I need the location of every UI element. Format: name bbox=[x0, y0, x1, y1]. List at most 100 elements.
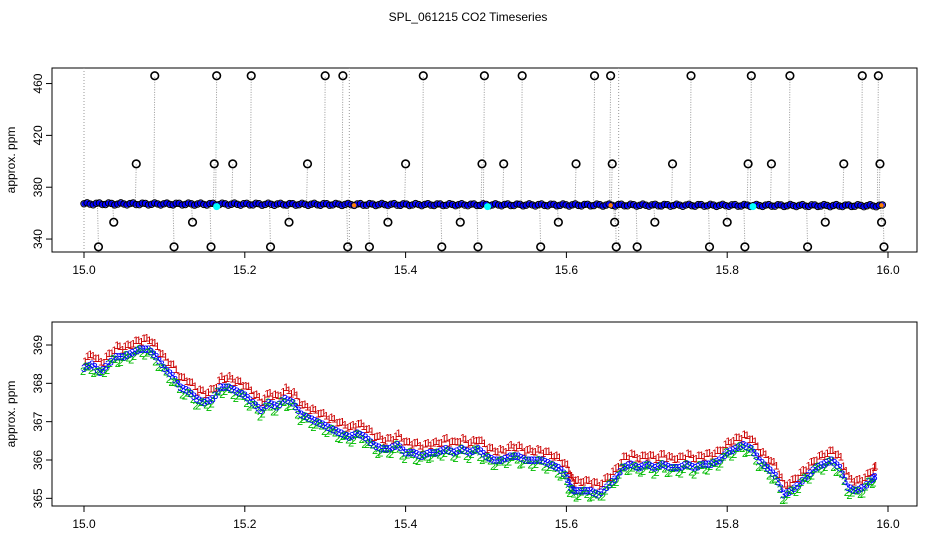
orange-point bbox=[608, 203, 613, 208]
marker-3: 3 bbox=[293, 401, 299, 413]
marker-1: 1 bbox=[465, 439, 471, 451]
marker-1: 1 bbox=[460, 432, 466, 444]
marker-2: 2 bbox=[233, 393, 239, 405]
outlier-spike bbox=[404, 163, 407, 206]
marker-2: 2 bbox=[812, 463, 818, 475]
outlier-point bbox=[477, 159, 487, 169]
marker-2: 2 bbox=[734, 443, 740, 455]
marker-1: 1 bbox=[111, 345, 117, 357]
marker-2: 2 bbox=[474, 445, 480, 457]
marker-1: 1 bbox=[385, 432, 391, 444]
marker-1: 1 bbox=[677, 451, 683, 463]
marker-3: 3 bbox=[590, 487, 596, 499]
marker-3: 3 bbox=[729, 445, 735, 457]
marker-3: 3 bbox=[451, 447, 457, 459]
marker-1: 1 bbox=[462, 434, 468, 446]
marker-1: 1 bbox=[170, 359, 176, 371]
marker-3: 3 bbox=[764, 463, 770, 475]
marker-2: 2 bbox=[115, 358, 121, 370]
marker-3: 3 bbox=[378, 444, 384, 456]
marker-3: 3 bbox=[676, 463, 682, 475]
marker-1: 1 bbox=[374, 431, 380, 443]
x-tick-label: 16.0 bbox=[876, 263, 900, 277]
outlier-spike bbox=[96, 205, 99, 247]
marker-2: 2 bbox=[125, 352, 131, 364]
marker-2: 2 bbox=[91, 368, 97, 380]
marker-3: 3 bbox=[775, 477, 781, 489]
marker-1: 1 bbox=[395, 428, 401, 440]
marker-3: 3 bbox=[778, 483, 784, 495]
marker-2: 2 bbox=[222, 386, 228, 398]
marker-1: 1 bbox=[653, 454, 659, 466]
outlier-spike bbox=[842, 163, 845, 206]
outlier-point bbox=[607, 159, 617, 169]
marker-3: 3 bbox=[113, 352, 119, 364]
marker-1: 1 bbox=[873, 461, 879, 473]
marker-3: 3 bbox=[210, 394, 216, 406]
marker-1: 1 bbox=[871, 462, 877, 474]
marker-1: 1 bbox=[436, 438, 442, 450]
marker-1: 1 bbox=[594, 477, 600, 489]
marker-1: 1 bbox=[685, 448, 691, 460]
outlier-point bbox=[875, 159, 885, 169]
marker-1: 1 bbox=[588, 479, 594, 491]
marker-2: 2 bbox=[450, 452, 456, 464]
marker-3: 3 bbox=[298, 409, 304, 421]
marker-1: 1 bbox=[816, 450, 822, 462]
marker-2: 2 bbox=[195, 400, 201, 412]
marker-2: 2 bbox=[720, 451, 726, 463]
marker-2: 2 bbox=[659, 458, 665, 470]
marker-3: 3 bbox=[523, 455, 529, 467]
marker-2: 2 bbox=[525, 455, 531, 467]
marker-2: 2 bbox=[235, 390, 241, 402]
marker-3: 3 bbox=[502, 454, 508, 466]
marker-1: 1 bbox=[291, 387, 297, 399]
marker-1: 1 bbox=[267, 388, 273, 400]
marker-3: 3 bbox=[183, 385, 189, 397]
y-tick-label: 365 bbox=[31, 488, 45, 508]
marker-1: 1 bbox=[178, 371, 184, 383]
marker-3: 3 bbox=[708, 459, 714, 471]
marker-3: 3 bbox=[207, 395, 213, 407]
marker-1: 1 bbox=[152, 338, 158, 350]
marker-3: 3 bbox=[791, 483, 797, 495]
marker-3: 3 bbox=[759, 458, 765, 470]
marker-1: 1 bbox=[765, 455, 771, 467]
outlier-spike bbox=[860, 75, 863, 206]
marker-2: 2 bbox=[728, 451, 734, 463]
marker-1: 1 bbox=[162, 352, 168, 364]
marker-3: 3 bbox=[311, 415, 317, 427]
marker-1: 1 bbox=[227, 371, 233, 383]
marker-1: 1 bbox=[814, 455, 820, 467]
marker-1: 1 bbox=[433, 436, 439, 448]
marker-3: 3 bbox=[255, 403, 261, 415]
marker-3: 3 bbox=[413, 449, 419, 461]
marker-1: 1 bbox=[286, 385, 292, 397]
marker-2: 2 bbox=[273, 407, 279, 419]
marker-1: 1 bbox=[160, 348, 166, 360]
marker-3: 3 bbox=[215, 386, 221, 398]
marker-3: 3 bbox=[389, 442, 395, 454]
marker-2: 2 bbox=[83, 361, 89, 373]
y-tick-label: 369 bbox=[31, 335, 45, 355]
outlier-spike bbox=[593, 75, 596, 206]
marker-2: 2 bbox=[656, 461, 662, 473]
marker-2: 2 bbox=[136, 344, 142, 356]
marker-1: 1 bbox=[634, 453, 640, 465]
outlier-spike bbox=[172, 205, 175, 247]
marker-2: 2 bbox=[104, 365, 110, 377]
marker-3: 3 bbox=[740, 440, 746, 452]
marker-3: 3 bbox=[212, 390, 218, 402]
marker-3: 3 bbox=[151, 349, 157, 361]
marker-1: 1 bbox=[127, 340, 133, 352]
marker-2: 2 bbox=[292, 401, 298, 413]
marker-1: 1 bbox=[454, 437, 460, 449]
marker-3: 3 bbox=[325, 422, 331, 434]
marker-1: 1 bbox=[864, 468, 870, 480]
marker-1: 1 bbox=[114, 340, 120, 352]
outlier-spike bbox=[440, 205, 443, 247]
outlier-point bbox=[437, 242, 447, 252]
marker-1: 1 bbox=[213, 382, 219, 394]
marker-2: 2 bbox=[710, 457, 716, 469]
marker-1: 1 bbox=[409, 440, 415, 452]
